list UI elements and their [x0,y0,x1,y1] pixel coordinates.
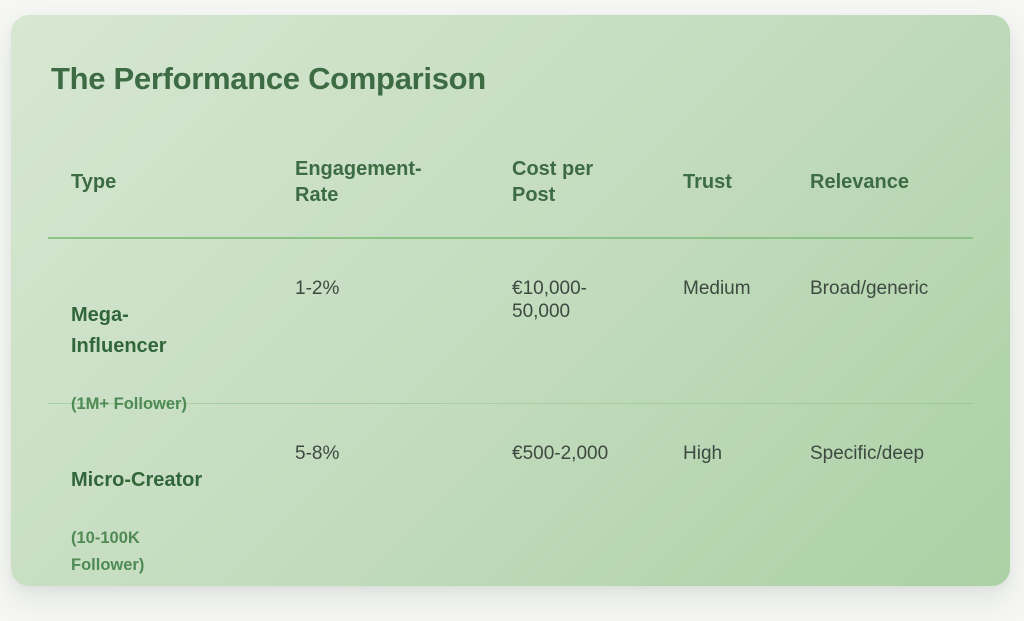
cell-trust: High [683,443,723,464]
cell-engagement-rate: 5-8% [295,443,340,464]
column-header-type: Type [71,171,117,193]
cell-type: Mega- Influencer (1M+ Follower) [48,277,272,441]
page-title: The Performance Comparison [51,61,486,96]
column-header-engagement-rate: Engagement- Rate [295,158,422,206]
cell-cost-per-post: €10,000- 50,000 [512,278,588,322]
cell-trust: Medium [683,278,751,299]
column-header-trust: Trust [683,171,732,193]
cell-cost-per-post: €500-2,000 [512,443,609,464]
cell-relevance: Specific/deep [810,443,925,464]
comparison-card: The Performance Comparison Type Engageme… [11,15,1010,586]
table-row: Mega- Influencer (1M+ Follower) 1-2% €10… [48,239,973,413]
table-header-row: Type Engagement- Rate Cost per Post Trus… [48,137,973,239]
table-row: Micro-Creator (10-100K Follower) 5-8% €5… [48,404,973,602]
row-type-subtitle: (10-100K Follower) [71,529,145,574]
column-header-relevance: Relevance [810,171,909,193]
row-type-name: Micro-Creator [71,469,203,491]
cell-type: Micro-Creator (10-100K Follower) [48,442,272,602]
cell-engagement-rate: 1-2% [295,278,340,299]
cell-relevance: Broad/generic [810,278,929,299]
row-type-name: Mega- Influencer [71,304,167,357]
row-type-subtitle: (1M+ Follower) [71,395,187,413]
column-header-cost-per-post: Cost per Post [512,158,594,206]
comparison-table: Type Engagement- Rate Cost per Post Trus… [48,137,973,602]
